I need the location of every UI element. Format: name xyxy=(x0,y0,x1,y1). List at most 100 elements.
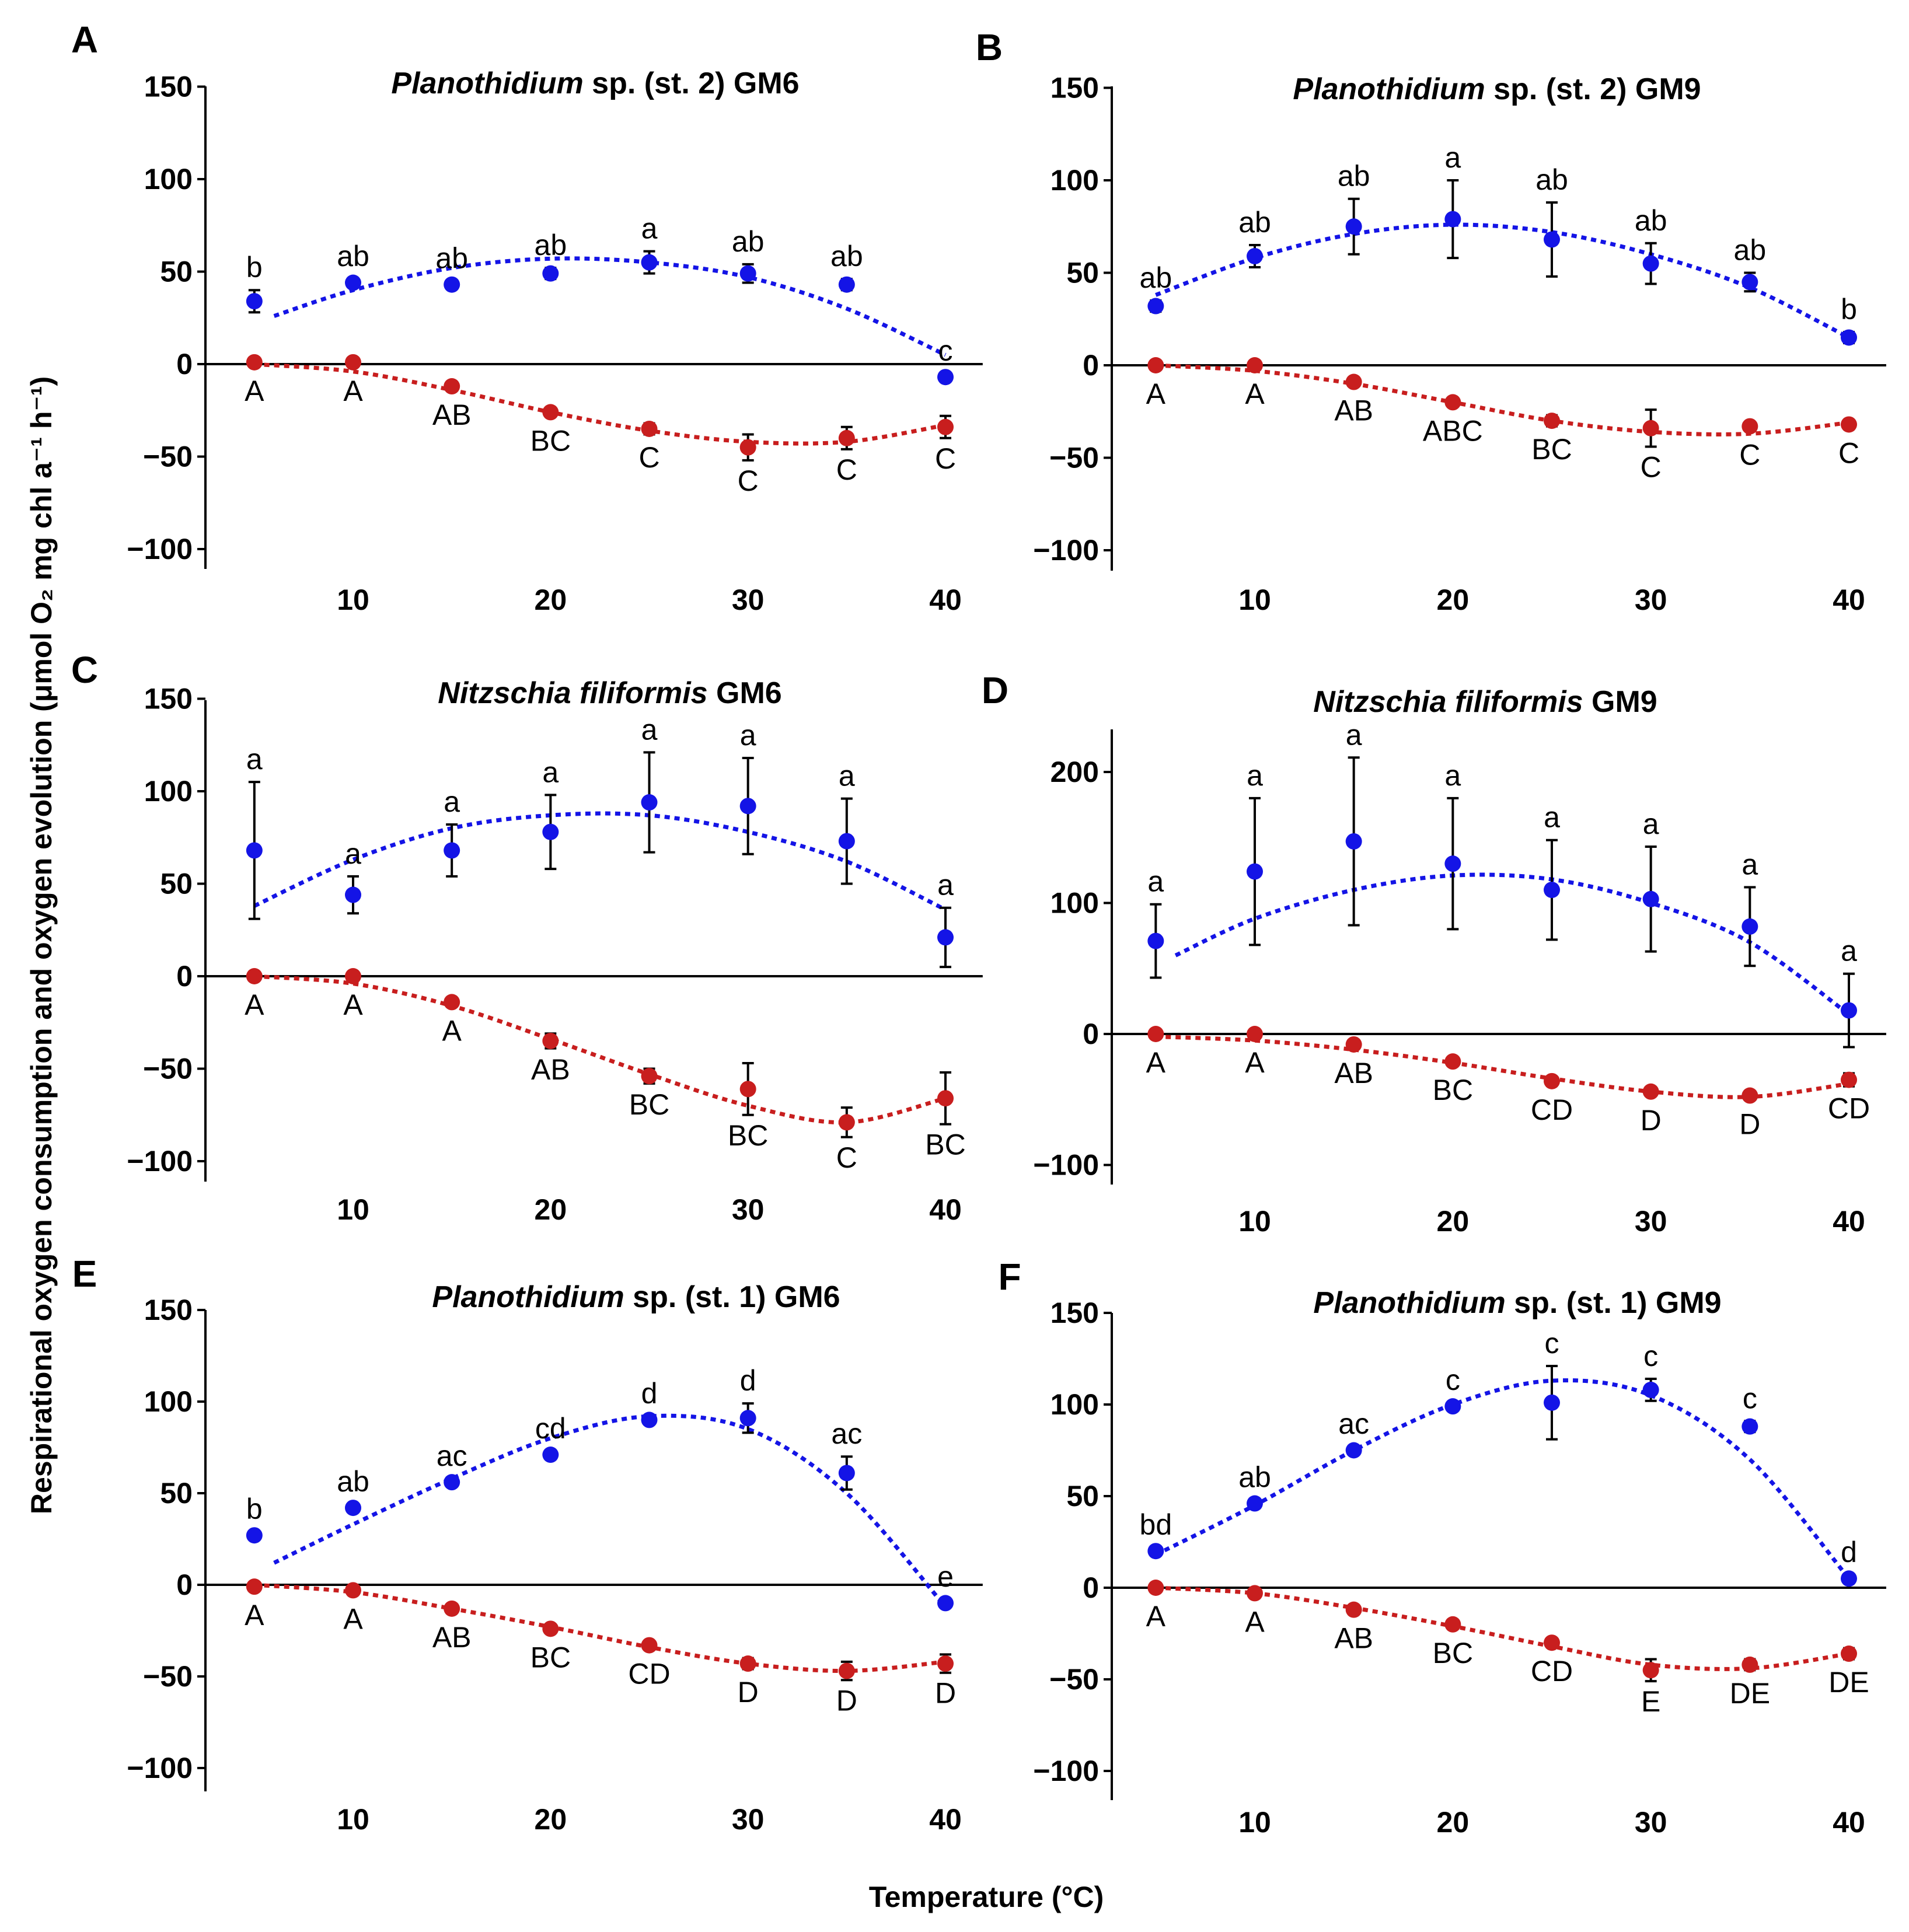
evolution-point xyxy=(937,1595,954,1612)
x-tick-label: 30 xyxy=(1635,1806,1667,1839)
evolution-point xyxy=(246,1527,263,1544)
evolution-point xyxy=(246,293,263,310)
panel-letter: C xyxy=(71,649,98,691)
evolution-significance-label: a xyxy=(1247,759,1263,792)
respiration-point xyxy=(937,1090,954,1107)
evolution-significance-label: ab xyxy=(535,229,567,261)
evolution-significance-label: ab xyxy=(435,242,468,274)
x-tick-label: 40 xyxy=(929,1193,962,1226)
evolution-significance-label: a xyxy=(839,760,855,792)
evolution-trend-line xyxy=(1154,1378,1851,1580)
y-tick-label: 50 xyxy=(1066,257,1099,289)
x-tick-label: 40 xyxy=(929,1803,962,1836)
respiration-significance-label: D xyxy=(738,1676,759,1709)
respiration-point xyxy=(444,378,460,395)
evolution-point xyxy=(1742,1418,1758,1435)
respiration-significance-label: E xyxy=(1641,1685,1660,1718)
evolution-point xyxy=(937,929,954,946)
respiration-point xyxy=(1642,1083,1659,1100)
evolution-significance-label: a xyxy=(641,212,658,245)
respiration-point xyxy=(1247,1026,1263,1042)
respiration-significance-label: C xyxy=(1641,450,1662,483)
respiration-significance-label: BC xyxy=(925,1129,965,1161)
respiration-point xyxy=(1841,1071,1857,1088)
respiration-significance-label: A xyxy=(245,988,264,1021)
y-tick-label: 0 xyxy=(1083,349,1099,382)
evolution-point xyxy=(1444,1398,1461,1415)
respiration-point xyxy=(345,968,361,984)
evolution-significance-label: d xyxy=(740,1364,756,1397)
respiration-significance-label: CD xyxy=(628,1658,670,1690)
x-tick-label: 20 xyxy=(1437,1806,1470,1839)
evolution-significance-label: a xyxy=(1147,865,1164,898)
respiration-point xyxy=(1642,1662,1659,1679)
respiration-significance-label: AB xyxy=(1334,1057,1373,1089)
evolution-point xyxy=(739,798,756,815)
panel-letter: F xyxy=(998,1256,1021,1298)
evolution-significance-label: bd xyxy=(1140,1508,1172,1541)
respiration-significance-label: A xyxy=(1245,1605,1265,1638)
respiration-point xyxy=(1345,373,1362,390)
respiration-significance-label: BC xyxy=(1433,1074,1473,1106)
respiration-point xyxy=(1444,1053,1461,1070)
y-tick-label: −100 xyxy=(127,533,193,565)
evolution-point xyxy=(1544,882,1560,899)
y-axis-label: Respirational oxygen consumption and oxy… xyxy=(25,376,58,1514)
evolution-point xyxy=(542,265,559,282)
evolution-significance-label: ab xyxy=(1140,261,1172,294)
respiration-point xyxy=(641,1068,658,1085)
respiration-significance-label: C xyxy=(1838,436,1859,469)
respiration-significance-label: D xyxy=(1739,1108,1760,1141)
y-tick-label: 200 xyxy=(1051,756,1099,788)
evolution-significance-label: a xyxy=(1643,808,1659,840)
evolution-point xyxy=(542,823,559,840)
evolution-point xyxy=(1147,298,1164,315)
x-tick-label: 10 xyxy=(1238,1205,1271,1238)
respiration-trend-line xyxy=(1156,1585,1849,1671)
y-tick-label: 100 xyxy=(1051,887,1099,920)
evolution-point xyxy=(1841,329,1857,346)
respiration-trend-line xyxy=(254,974,946,1125)
panel-a: A Planothidium sp. (st. 2) GM6 150 100 50 0 −5… xyxy=(71,19,983,616)
respiration-point xyxy=(1147,1026,1164,1042)
respiration-point xyxy=(345,1582,361,1599)
respiration-point xyxy=(1544,413,1560,429)
evolution-significance-label: ac xyxy=(437,1440,467,1472)
evolution-significance-label: c xyxy=(1545,1327,1559,1360)
respiration-significance-label: BC xyxy=(1433,1637,1473,1669)
x-tick-label: 30 xyxy=(732,584,765,616)
y-tick-label: −100 xyxy=(1033,1755,1099,1787)
evolution-point xyxy=(1544,1394,1560,1411)
x-tick-label: 10 xyxy=(337,1193,369,1226)
respiration-point xyxy=(1544,1072,1560,1089)
y-tick-label: −50 xyxy=(143,1660,193,1693)
x-tick-label: 10 xyxy=(1238,1806,1271,1839)
y-tick-label: −50 xyxy=(1049,1663,1099,1696)
respiration-point xyxy=(937,1655,954,1672)
evolution-significance-label: a xyxy=(1841,935,1857,967)
panel-letter: A xyxy=(71,19,98,61)
respiration-point xyxy=(1444,1616,1461,1633)
evolution-significance-label: b xyxy=(246,1493,263,1525)
chart-title: Planothidium sp. (st. 1) GM6 xyxy=(432,1280,840,1314)
respiration-point xyxy=(246,968,263,984)
evolution-significance-label: d xyxy=(1841,1536,1857,1568)
evolution-point xyxy=(246,842,263,859)
evolution-point xyxy=(1247,247,1263,264)
y-tick-label: −100 xyxy=(127,1752,193,1784)
y-tick-label: 0 xyxy=(176,1568,193,1601)
evolution-point xyxy=(1841,1002,1857,1019)
respiration-significance-label: C xyxy=(1739,439,1760,471)
respiration-significance-label: AB xyxy=(432,399,472,431)
panel-letter: B xyxy=(976,26,1003,68)
respiration-point xyxy=(1841,1645,1857,1662)
evolution-significance-label: ac xyxy=(831,1417,862,1450)
x-tick-label: 20 xyxy=(535,584,567,616)
evolution-point xyxy=(1247,863,1263,880)
respiration-point xyxy=(1247,1585,1263,1602)
evolution-point xyxy=(1345,1442,1362,1459)
evolution-trend-line xyxy=(273,256,947,357)
y-tick-label: −50 xyxy=(1049,442,1099,474)
respiration-significance-label: AB xyxy=(432,1621,472,1654)
respiration-point xyxy=(838,1114,855,1131)
